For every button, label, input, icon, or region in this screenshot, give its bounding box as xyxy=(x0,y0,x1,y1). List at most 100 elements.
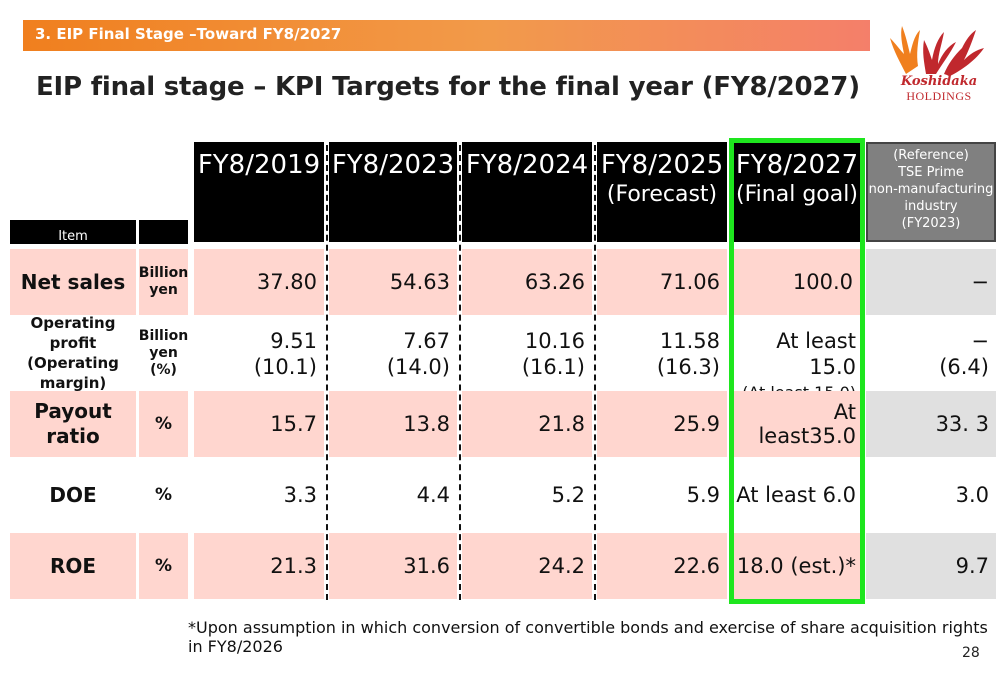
cell-value: 11.58 xyxy=(659,329,720,353)
table-cell: 4.4 xyxy=(329,462,457,528)
row-unit: Billion yen (%) xyxy=(139,320,188,386)
cell-subvalue: (16.1) xyxy=(521,355,585,379)
column-header-fy2019: FY8/2019 xyxy=(194,142,324,242)
table-cell: 21.8 xyxy=(462,391,592,457)
unit-line: (%) xyxy=(150,361,177,378)
table-cell: 18.0 (est.)* xyxy=(734,533,860,599)
table-cell: 7.67 (14.0) xyxy=(329,320,457,386)
cell-value: 10.16 xyxy=(524,329,585,353)
section-bar: 3. EIP Final Stage –Toward FY8/2027 xyxy=(23,20,870,51)
row-label-text: ratio xyxy=(46,424,100,448)
reference-line: TSE Prime xyxy=(898,165,964,180)
footnote: *Upon assumption in which conversion of … xyxy=(188,618,988,656)
row-label-doe: DOE xyxy=(10,462,136,528)
column-year: FY8/2027 xyxy=(735,150,859,180)
row-label-text: Payout xyxy=(34,399,112,423)
table-cell: 5.9 xyxy=(597,462,727,528)
unit-line: yen xyxy=(149,282,178,298)
table-cell: 71.06 xyxy=(597,249,727,315)
table-cell: 24.2 xyxy=(462,533,592,599)
cell-value: At least 6.0 xyxy=(736,483,856,507)
table-cell: 25.9 xyxy=(597,391,727,457)
cell-value: 13.8 xyxy=(403,412,450,436)
table-cell: 13.8 xyxy=(329,391,457,457)
reference-line: (FY2023) xyxy=(901,216,961,231)
table-cell: 37.80 xyxy=(194,249,324,315)
reference-line: non-manufacturing xyxy=(868,182,994,197)
logo-name: Koshidaka xyxy=(900,74,978,89)
item-header: Item xyxy=(10,220,136,244)
table-cell: 21.3 xyxy=(194,533,324,599)
cell-value: 4.4 xyxy=(416,483,450,507)
cell-subvalue: (16.3) xyxy=(656,355,720,379)
cell-subvalue: (6.4) xyxy=(939,355,989,379)
unit-line: % xyxy=(154,555,173,576)
logo-subtitle: HOLDINGS xyxy=(906,89,972,103)
page-title: EIP final stage – KPI Targets for the fi… xyxy=(36,72,860,102)
cell-value: 54.63 xyxy=(389,270,450,294)
dashed-divider xyxy=(459,145,461,600)
row-label-text: Net sales xyxy=(20,270,126,294)
cell-value: 9.7 xyxy=(955,554,989,578)
item-header-label: Item xyxy=(58,229,88,244)
cell-value: 31.6 xyxy=(403,554,450,578)
row-label-text: Operating profit xyxy=(30,314,116,352)
unit-line: % xyxy=(154,413,173,434)
cell-subvalue: (10.1) xyxy=(253,355,317,379)
hands-logo-icon xyxy=(890,26,984,76)
cell-value: At least35.0 xyxy=(758,400,856,448)
column-year: FY8/2019 xyxy=(197,150,321,180)
dashed-divider xyxy=(326,145,328,600)
reference-line: industry xyxy=(904,199,958,214)
cell-value: 5.9 xyxy=(686,483,720,507)
row-unit: % xyxy=(139,391,188,457)
unit-header xyxy=(139,220,188,244)
cell-value: At least 15.0 xyxy=(776,329,856,379)
cell-value: 100.0 xyxy=(792,270,853,294)
cell-value: 63.26 xyxy=(524,270,585,294)
table-cell: 9.51 (10.1) xyxy=(194,320,324,386)
table-cell: At least 6.0 xyxy=(734,462,860,528)
cell-value: 21.8 xyxy=(538,412,585,436)
column-sub: (Forecast) xyxy=(606,182,718,207)
row-label-text: margin) xyxy=(39,374,107,392)
table-cell: At least35.0 xyxy=(734,391,860,457)
column-header-fy2025: FY8/2025 (Forecast) xyxy=(597,142,727,242)
row-label-operating-profit: Operating profit (Operating margin) xyxy=(10,314,136,392)
table-cell: 54.63 xyxy=(329,249,457,315)
company-logo: Koshidaka HOLDINGS xyxy=(886,24,992,104)
table-cell: 31.6 xyxy=(329,533,457,599)
cell-value: 3.3 xyxy=(283,483,317,507)
dashed-divider xyxy=(594,145,596,600)
reference-cell: − xyxy=(866,249,996,315)
reference-cell: 3.0 xyxy=(866,462,996,528)
cell-subvalue: (14.0) xyxy=(386,355,450,379)
section-bar-title: 3. EIP Final Stage –Toward FY8/2027 xyxy=(35,25,342,43)
column-year: FY8/2023 xyxy=(331,150,455,180)
row-unit: % xyxy=(139,462,188,528)
unit-line: Billion xyxy=(138,265,189,281)
cell-value: 7.67 xyxy=(403,329,450,353)
unit-line: % xyxy=(154,484,173,505)
reference-cell: 9.7 xyxy=(866,533,996,599)
unit-line: yen xyxy=(149,344,178,361)
table-cell: 100.0 xyxy=(734,249,860,315)
row-label-roe: ROE xyxy=(10,533,136,599)
cell-value: 22.6 xyxy=(673,554,720,578)
column-header-fy2027: FY8/2027 (Final goal) xyxy=(734,142,860,242)
reference-cell: − (6.4) xyxy=(866,320,996,386)
row-label-text: ROE xyxy=(49,554,97,578)
table-cell: 22.6 xyxy=(597,533,727,599)
row-unit: % xyxy=(139,533,188,599)
cell-value: 15.7 xyxy=(270,412,317,436)
unit-line: Billion xyxy=(138,327,189,344)
table-cell: 5.2 xyxy=(462,462,592,528)
cell-value: 21.3 xyxy=(270,554,317,578)
cell-value: 9.51 xyxy=(270,329,317,353)
column-header-reference: (Reference) TSE Prime non-manufacturing … xyxy=(866,142,996,242)
cell-value: 33. 3 xyxy=(935,412,989,436)
cell-value: − xyxy=(971,270,989,294)
row-unit: Billion yen xyxy=(139,249,188,315)
cell-value: 18.0 (est.)* xyxy=(736,554,856,578)
cell-value: 71.06 xyxy=(659,270,720,294)
